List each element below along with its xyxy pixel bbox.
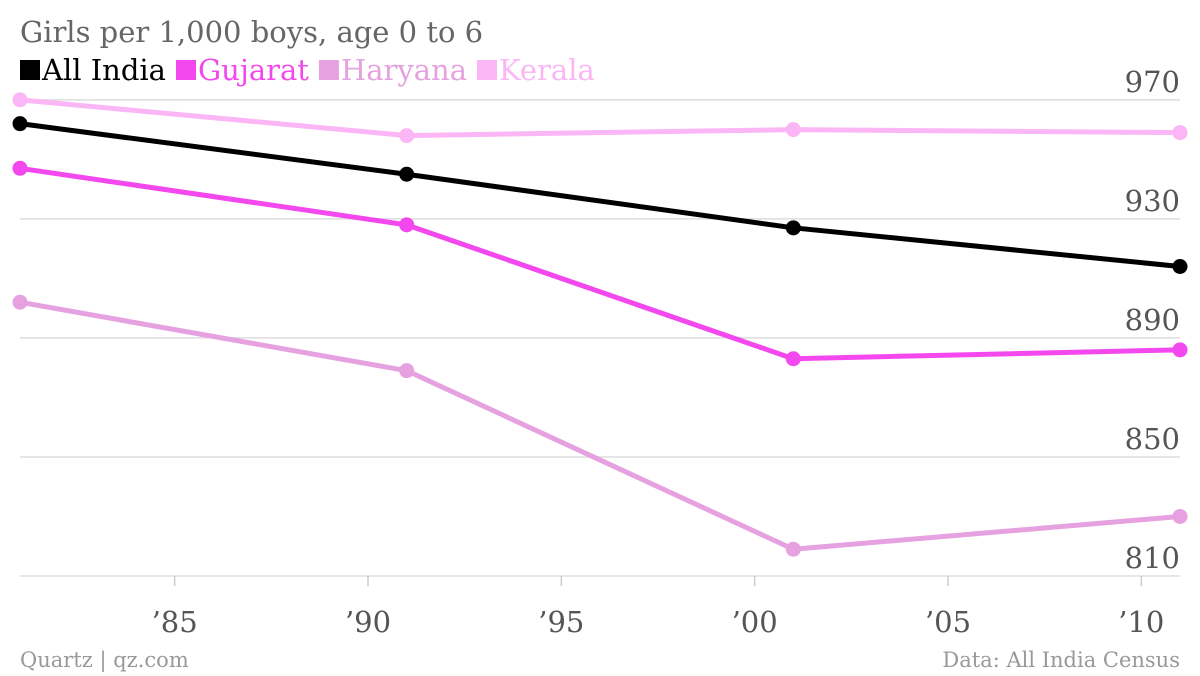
y-tick-label-2: 890 <box>1125 303 1180 337</box>
legend-label-0: All India <box>41 53 166 87</box>
data-point-0-0 <box>12 116 28 132</box>
data-point-3-1 <box>399 128 415 144</box>
data-point-1-0 <box>12 160 28 176</box>
series-line-3 <box>17 97 1183 139</box>
data-point-1-1 <box>399 217 415 233</box>
legend-swatch-3 <box>477 60 498 80</box>
x-tick-label-3: ’00 <box>732 605 778 639</box>
legend-swatch-0 <box>20 60 40 80</box>
data-point-3-2 <box>785 122 801 138</box>
data-point-1-3 <box>1172 342 1188 358</box>
y-tick-label-3: 930 <box>1125 184 1180 218</box>
legend: All India Gujarat Haryana Kerala <box>20 53 595 87</box>
grid-lines <box>20 99 1180 577</box>
legend-label-3: Kerala <box>499 53 595 87</box>
y-tick-label-0: 810 <box>1125 541 1180 575</box>
legend-swatch-1 <box>175 60 196 80</box>
series-line-2 <box>17 299 1183 552</box>
y-tick-label-4: 970 <box>1125 65 1180 99</box>
x-axis-ticks: ’85 ’90 ’95 ’00 ’05 ’10 <box>152 576 1164 639</box>
footer-source-right: Data: All India Census <box>942 648 1180 672</box>
chart-title: Girls per 1,000 boys, age 0 to 6 <box>20 15 483 49</box>
data-point-0-2 <box>785 220 801 236</box>
data-point-0-3 <box>1172 259 1188 275</box>
legend-label-2: Haryana <box>341 53 467 87</box>
series-line-0 <box>17 121 1183 270</box>
data-point-0-1 <box>399 166 415 182</box>
data-point-2-0 <box>12 294 28 310</box>
legend-label-1: Gujarat <box>198 53 309 87</box>
series-line-1 <box>17 165 1183 362</box>
y-axis-ticks: 810 850 890 930 970 <box>1125 65 1180 575</box>
footer-source-left: Quartz | qz.com <box>20 648 189 673</box>
x-tick-label-2: ’95 <box>538 605 584 639</box>
legend-swatch-2 <box>318 60 339 80</box>
y-tick-label-1: 850 <box>1125 422 1180 456</box>
x-tick-label-5: ’10 <box>1118 605 1164 639</box>
data-point-2-1 <box>399 363 415 379</box>
data-point-3-3 <box>1172 125 1188 141</box>
series-group <box>12 92 1188 557</box>
x-tick-label-0: ’85 <box>152 605 198 639</box>
data-point-2-3 <box>1172 508 1188 524</box>
data-point-1-2 <box>785 351 801 367</box>
data-point-2-2 <box>785 541 801 557</box>
data-point-3-0 <box>12 92 28 108</box>
x-tick-label-1: ’90 <box>345 605 391 639</box>
x-tick-label-4: ’05 <box>925 605 971 639</box>
